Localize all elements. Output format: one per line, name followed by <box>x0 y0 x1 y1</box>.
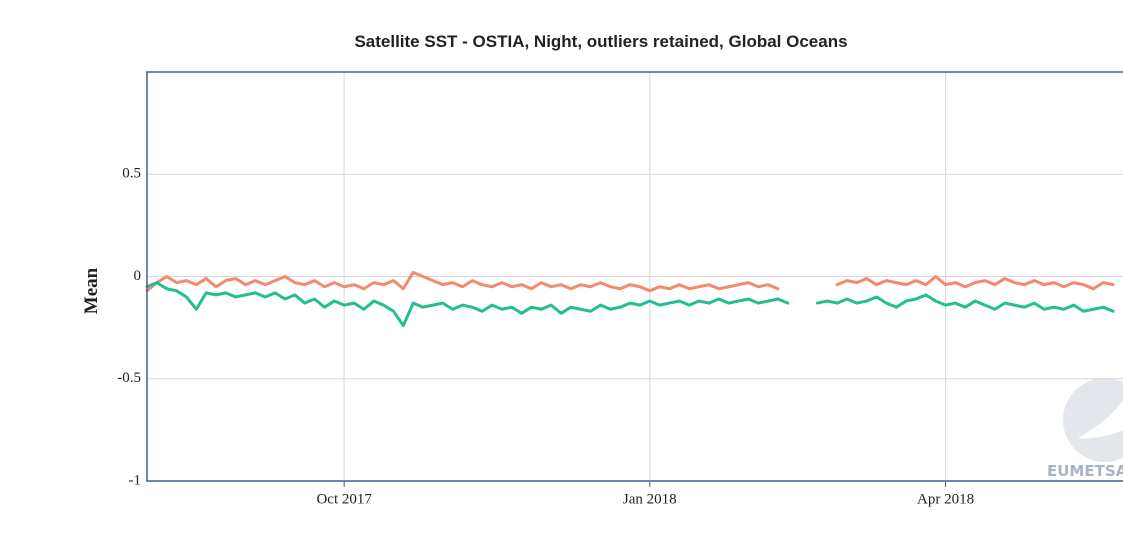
logo-swoosh <box>1078 400 1123 439</box>
y-tick-label: 0 <box>134 268 142 284</box>
logo-globe <box>1063 378 1123 462</box>
plot-frame <box>146 71 1123 482</box>
data-line <box>145 270 1115 293</box>
grid <box>147 72 1123 482</box>
x-tick-label: Oct 2017 <box>316 491 372 507</box>
x-tick-label: Apr 2018 <box>917 491 974 507</box>
y-tick-label: -0.5 <box>117 370 141 386</box>
y-tick-label: 0.5 <box>122 166 141 182</box>
logo: EUMETSAT <box>1047 378 1123 480</box>
data-line <box>145 281 1115 328</box>
x-tick-label: Jan 2018 <box>623 491 677 507</box>
chart-title: Satellite SST - OSTIA, Night, outliers r… <box>354 32 847 51</box>
watermark: EUMETSAT <box>1047 462 1123 480</box>
y-tick-label: -1 <box>129 472 142 488</box>
y-axis-title: Mean <box>81 267 102 314</box>
